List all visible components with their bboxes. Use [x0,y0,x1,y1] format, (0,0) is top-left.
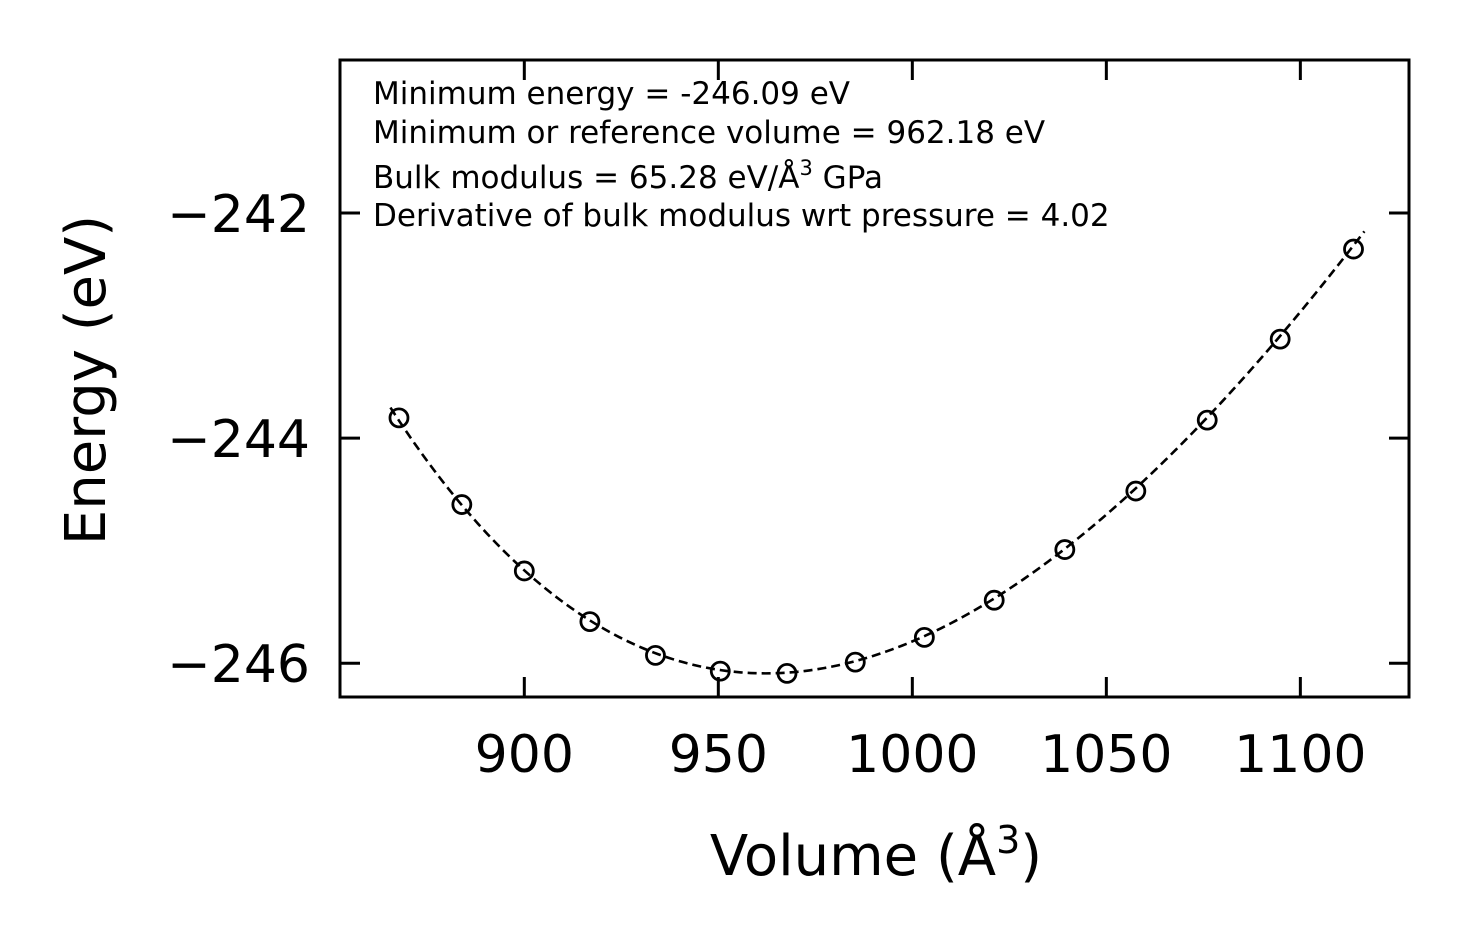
plot-frame [338,58,1411,699]
data-point [1343,238,1364,260]
y-tick-label: −246 [167,635,310,695]
data-point [844,651,866,673]
y-axis-label: Energy (eV) [54,215,119,545]
annotation-bulk-modulus-unit: GPa [813,160,883,196]
ticks-layer: 900 950 1000 1050 1100 −242 −244 −246 [167,60,1409,785]
annotation-box: Minimum energy = -246.09 eV Minimum or r… [373,76,1110,234]
y-tick-label: −242 [167,185,310,245]
data-point [513,560,535,582]
data-point [709,660,731,682]
fit-curve-layer [389,230,1366,675]
data-point [645,644,666,666]
data-point [388,407,410,429]
x-tick-label: 950 [669,725,768,785]
annotation-bulk-derivative: Derivative of bulk modulus wrt pressure … [373,198,1110,234]
x-axis-label-sup: 3 [996,818,1020,862]
annotation-bulk-modulus-sup: 3 [799,156,812,180]
annotation-min-volume: Minimum or reference volume = 962.18 eV [373,115,1045,151]
data-point [913,626,935,648]
annotation-min-energy: Minimum energy = -246.09 eV [373,76,850,112]
fit-curve [389,230,1366,675]
data-point [1125,480,1147,502]
data-point [1196,409,1218,431]
x-axis-label: Volume (Å3) [710,818,1042,889]
x-tick-label: 1100 [1234,725,1366,785]
x-axis-label-text: Volume (Å [710,823,996,889]
data-point [1054,539,1076,560]
annotation-bulk-modulus-text: Bulk modulus = 65.28 eV/Å [373,160,799,196]
x-tick-label: 1050 [1040,725,1172,785]
data-point [1269,328,1291,350]
x-axis-label-end: ) [1020,824,1042,889]
x-tick-label: 1000 [846,725,978,785]
x-tick-label: 900 [475,725,574,785]
data-point [983,589,1005,611]
data-point [579,611,601,632]
annotation-bulk-modulus: Bulk modulus = 65.28 eV/Å3 GPa [373,156,883,196]
y-tick-label: −244 [167,410,310,470]
data-points-layer [388,238,1364,684]
data-point [776,662,798,684]
data-point [451,494,473,515]
